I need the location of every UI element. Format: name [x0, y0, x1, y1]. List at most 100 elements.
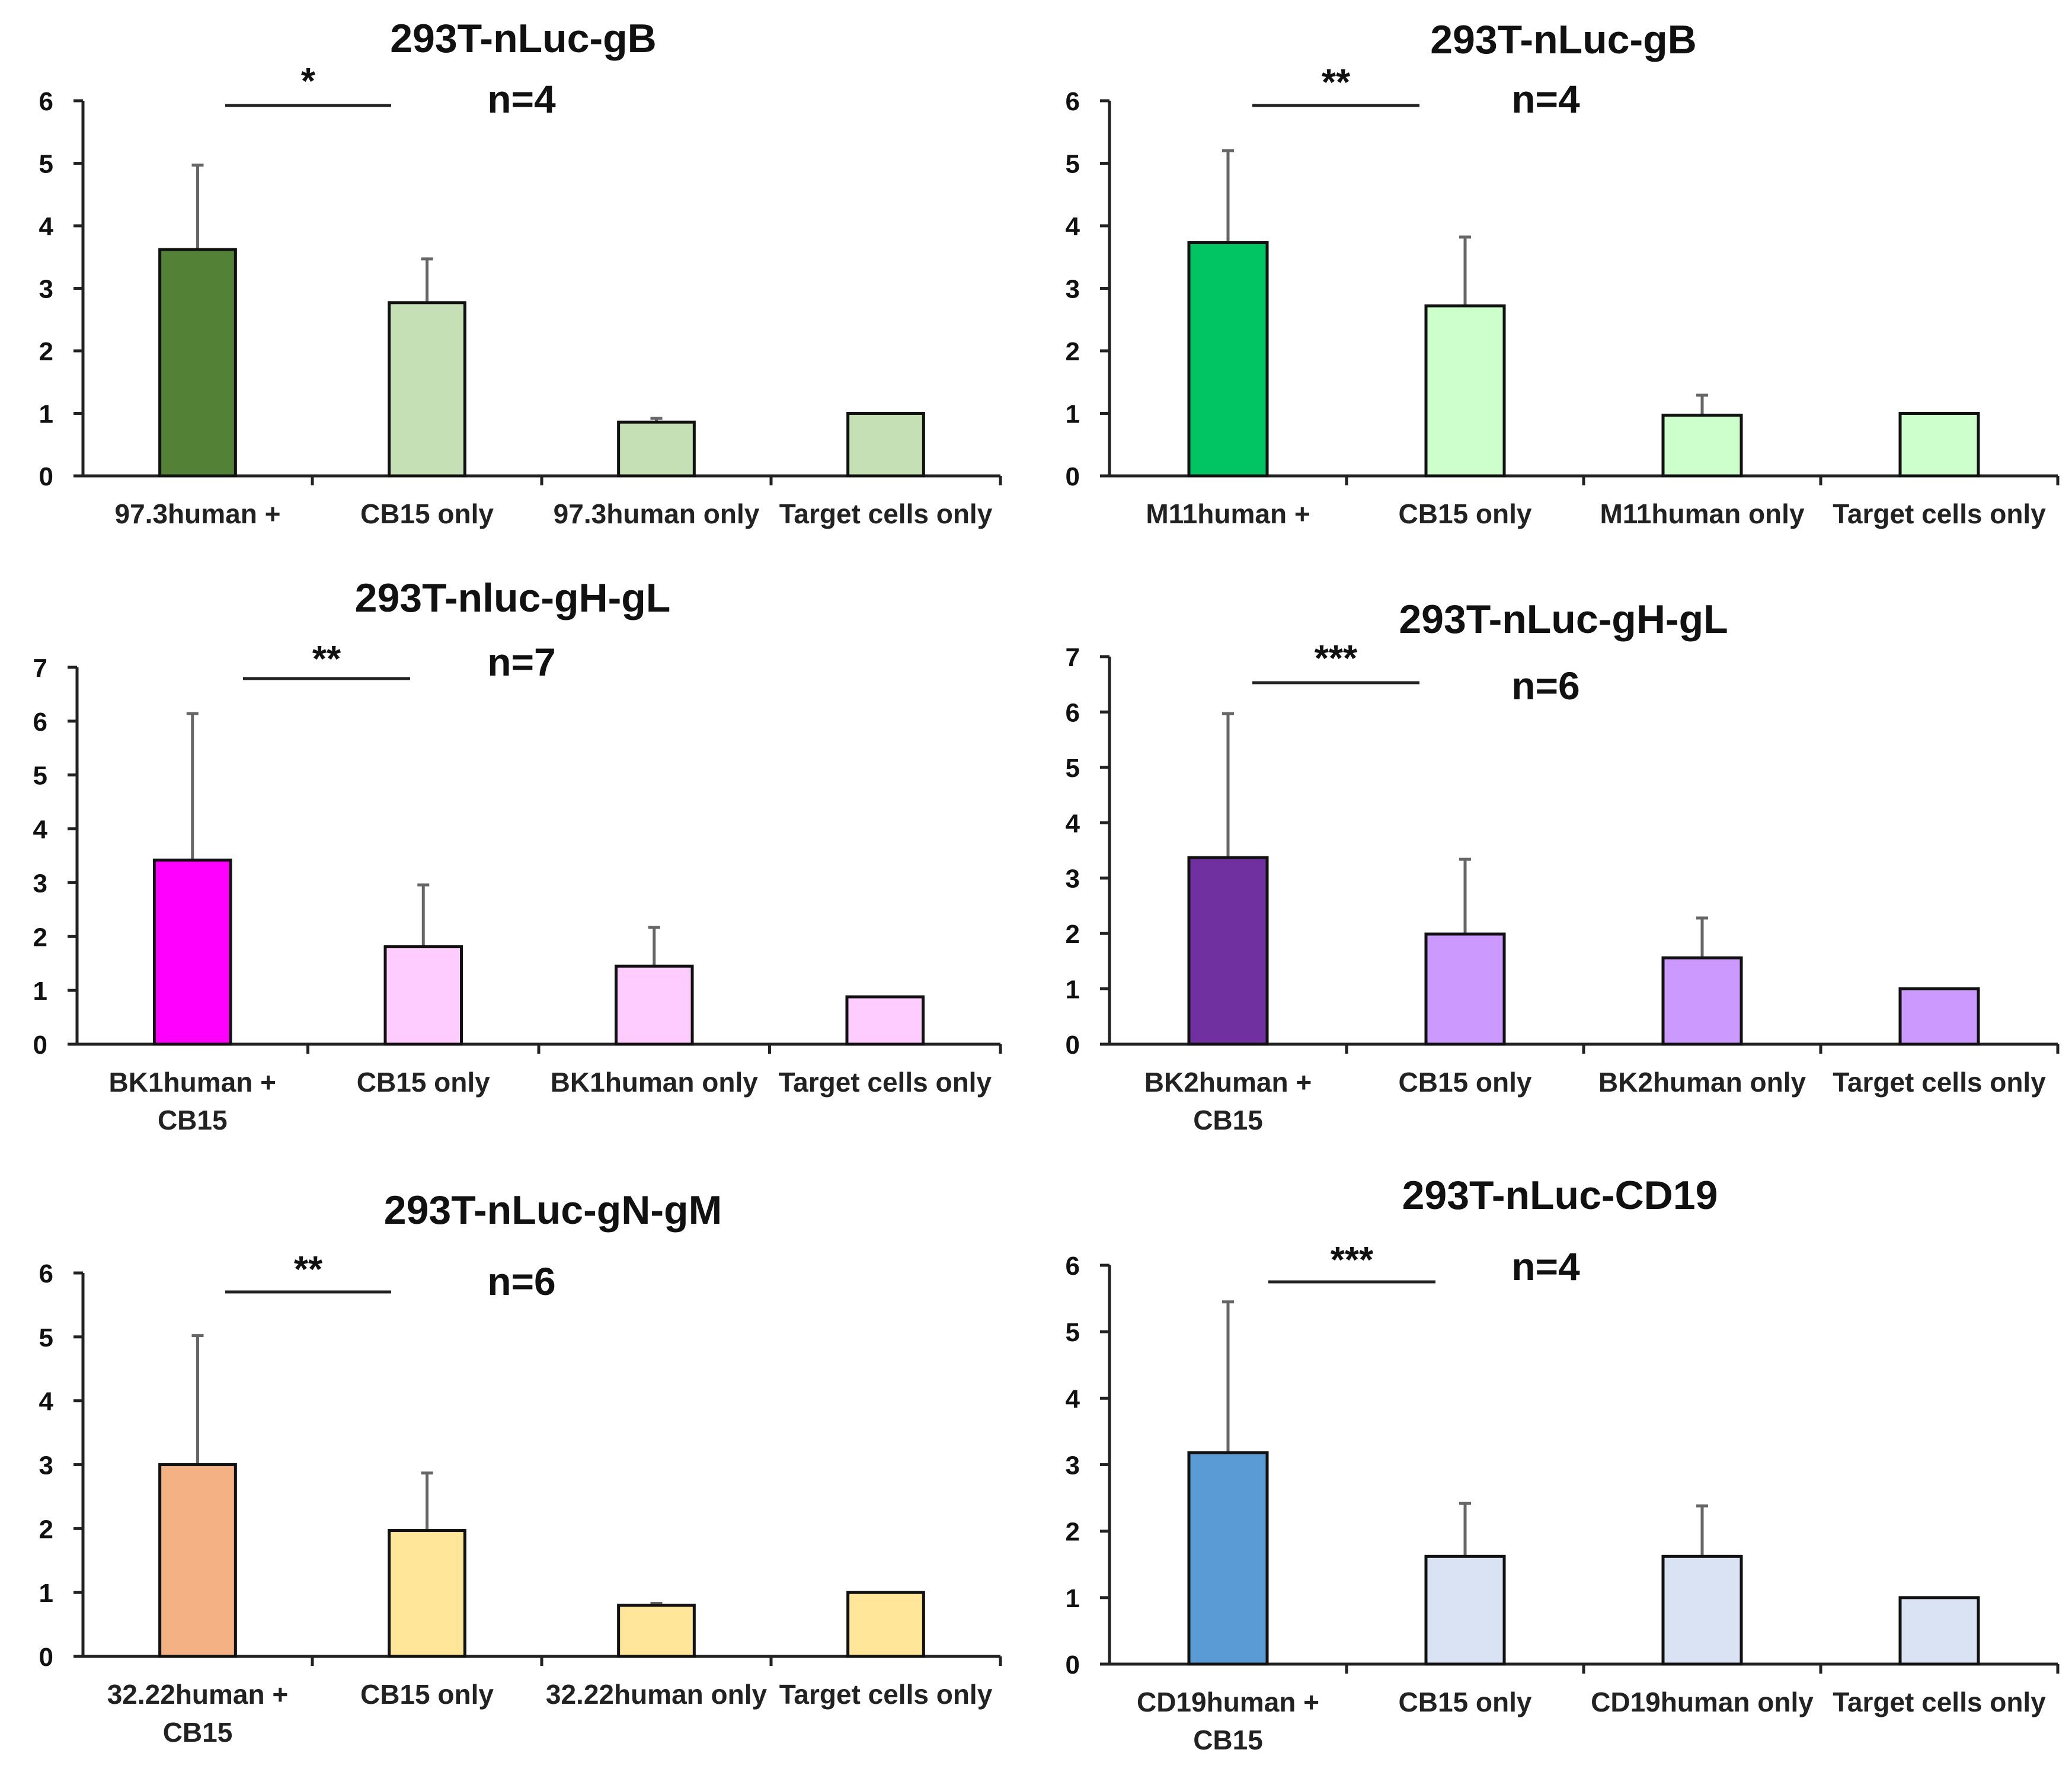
y-tick-label: 6	[39, 87, 53, 116]
bar	[1187, 1451, 1269, 1666]
chart-title: 293T-nLuc-CD19	[1402, 1173, 1718, 1218]
y-tick-label: 4	[33, 815, 48, 844]
bar	[1187, 241, 1269, 478]
y-tick-label: 1	[39, 1579, 53, 1608]
bar	[388, 301, 466, 478]
y-tick-label: 6	[1066, 1252, 1080, 1281]
bar	[1661, 956, 1743, 1046]
y-tick-label: 4	[1066, 1384, 1080, 1413]
y-tick-label: 0	[33, 1031, 47, 1060]
bar	[1424, 932, 1506, 1046]
bar	[617, 1604, 696, 1658]
x-tick-label: M11human only	[1600, 498, 1804, 529]
chart-title: 293T-nLuc-gN-gM	[384, 1188, 722, 1233]
y-tick-label: 0	[1066, 462, 1080, 491]
x-tick-label: 97.3human only	[554, 498, 760, 529]
y-tick-label: 4	[39, 1387, 54, 1416]
y-tick-label: 6	[33, 708, 47, 737]
y-tick-label: 4	[1066, 809, 1080, 838]
bar	[1898, 1596, 1980, 1666]
bar	[1898, 412, 1980, 478]
significance-stars: ***	[1315, 638, 1358, 679]
y-tick-label: 0	[39, 462, 53, 491]
bar	[1661, 414, 1743, 478]
bar	[158, 248, 237, 478]
x-tick-label: CB15	[163, 1717, 233, 1748]
bar	[614, 964, 694, 1046]
y-tick-label: 2	[1066, 337, 1080, 366]
x-tick-label: CB15 only	[1399, 1687, 1532, 1717]
y-tick-label: 3	[39, 275, 53, 304]
y-tick-label: 3	[1066, 1451, 1080, 1480]
chart-title: 293T-nLuc-gB	[390, 16, 657, 61]
y-tick-label: 1	[1066, 1584, 1080, 1613]
bar	[383, 945, 463, 1046]
n-label: n=7	[487, 640, 556, 684]
x-tick-label: Target cells only	[779, 498, 993, 529]
x-tick-label: BK2human +	[1144, 1067, 1312, 1098]
x-tick-label: CB15	[158, 1105, 228, 1135]
bar	[846, 412, 925, 478]
chart-panel-1: 293T-nLuc-gB n=4 * 0 1 2 3 4 5 6 97.3human + CB15 o…	[39, 16, 1002, 529]
y-tick-label: 2	[39, 337, 53, 366]
y-tick-label: 7	[33, 654, 47, 683]
x-tick-label: Target cells only	[778, 1067, 992, 1098]
chart-panel-2: 293T-nLuc-gB n=4 ** 0 1 2 3 4 5 6 M11human + CB15 o…	[1066, 17, 2060, 529]
x-tick-label: CB15 only	[360, 1679, 494, 1710]
x-tick-label: Target cells only	[779, 1679, 993, 1710]
y-tick-label: 5	[1066, 150, 1080, 179]
x-tick-label: CB15 only	[1399, 1067, 1532, 1098]
bar	[1187, 856, 1269, 1046]
bar	[845, 995, 925, 1046]
x-tick-label: CB15 only	[360, 498, 494, 529]
y-tick-label: 1	[39, 400, 53, 429]
x-tick-label: CB15	[1193, 1725, 1263, 1755]
x-tick-label: BK1human +	[109, 1067, 276, 1098]
significance-stars: ***	[1331, 1240, 1374, 1281]
y-tick-label: 0	[39, 1643, 53, 1672]
x-tick-label: CB15 only	[1399, 498, 1532, 529]
y-tick-label: 5	[33, 762, 47, 791]
bar	[617, 420, 696, 478]
y-tick-label: 7	[1066, 643, 1080, 672]
y-tick-label: 1	[1066, 400, 1080, 429]
y-tick-label: 5	[1066, 1318, 1080, 1347]
bar	[1898, 987, 1980, 1046]
x-tick-label: Target cells only	[1833, 1687, 2046, 1717]
n-label: n=4	[487, 77, 556, 121]
y-tick-label: 6	[39, 1259, 53, 1288]
significance-stars: **	[294, 1249, 323, 1290]
x-tick-label: BK2human only	[1598, 1067, 1806, 1098]
y-tick-label: 4	[1066, 212, 1080, 241]
chart-title: 293T-nLuc-gH-gL	[1399, 597, 1728, 642]
y-tick-label: 6	[1066, 87, 1080, 116]
x-tick-label: 97.3human +	[115, 498, 281, 529]
bar	[158, 1463, 237, 1658]
y-tick-label: 1	[33, 977, 47, 1006]
chart-title: 293T-nluc-gH-gL	[355, 575, 671, 620]
chart-panel-3: 293T-nluc-gH-gL n=7 ** 0 1 2 3 4 5 6 7 BK1human + CB…	[33, 575, 1002, 1135]
chart-title: 293T-nLuc-gB	[1430, 17, 1697, 62]
y-tick-label: 3	[1066, 865, 1080, 894]
bar	[1424, 304, 1506, 478]
n-label: n=4	[1511, 1245, 1580, 1288]
bar	[1424, 1554, 1506, 1666]
x-tick-label: CD19human +	[1137, 1687, 1319, 1717]
y-tick-label: 1	[1066, 975, 1080, 1005]
x-tick-label: CD19human only	[1591, 1687, 1814, 1717]
y-tick-label: 2	[1066, 920, 1080, 949]
y-tick-label: 5	[39, 1323, 53, 1352]
y-tick-label: 2	[1066, 1518, 1080, 1547]
chart-panel-6: 293T-nLuc-CD19 n=4 *** 0 1 2 3 4 5 6 CD19human + CB…	[1066, 1173, 2060, 1755]
x-tick-label: CB15 only	[357, 1067, 490, 1098]
x-tick-label: CB15	[1193, 1105, 1263, 1135]
significance-stars: **	[1322, 62, 1351, 103]
chart-panel-5: 293T-nLuc-gN-gM n=6 ** 0 1 2 3 4 5 6 32.22human + C…	[39, 1188, 1002, 1748]
chart-panel-4: 293T-nLuc-gH-gL n=6 *** 0 1 2 3 4 5 6 7 BK2human + C…	[1066, 597, 2060, 1135]
y-tick-label: 0	[1066, 1031, 1080, 1060]
y-tick-label: 0	[1066, 1650, 1080, 1680]
y-tick-label: 5	[39, 150, 53, 179]
y-tick-label: 3	[39, 1451, 53, 1480]
bar	[152, 858, 232, 1046]
